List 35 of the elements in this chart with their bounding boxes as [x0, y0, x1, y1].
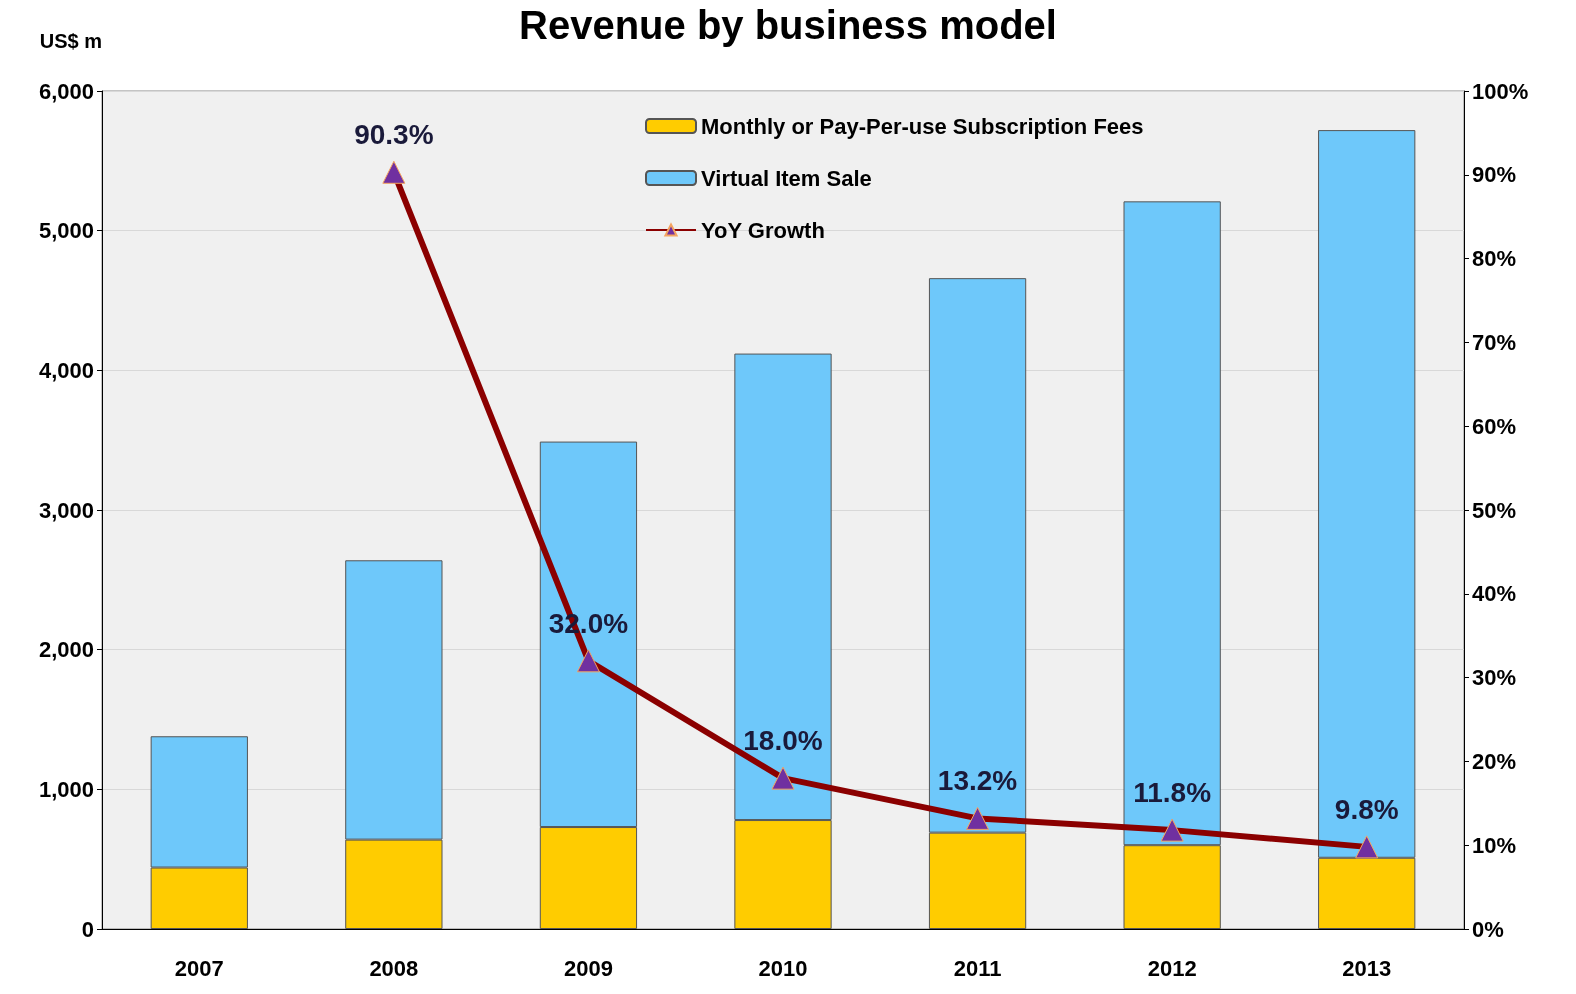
x-tick-label: 2013 — [1342, 955, 1392, 981]
y2-tick-label: 70% — [1472, 329, 1517, 355]
legend-label: Monthly or Pay-Per-use Subscription Fees — [701, 113, 1144, 139]
y2-tick-label: 60% — [1472, 413, 1517, 439]
y-axis-title: US$ m — [39, 30, 102, 52]
y-tick-label: 2,000 — [38, 637, 94, 663]
y-tick-label: 6,000 — [38, 78, 94, 104]
y-tick-label: 5,000 — [38, 218, 94, 244]
y2-tick-label: 30% — [1472, 665, 1517, 691]
y2-tick-label: 10% — [1472, 832, 1517, 858]
data-label: 90.3% — [354, 119, 434, 151]
y2-tick-label: 0% — [1472, 916, 1504, 942]
y2-tick-label: 20% — [1472, 748, 1517, 774]
x-tick-label: 2010 — [758, 955, 808, 981]
y-tick-label: 0 — [81, 916, 94, 942]
y2-tick-label: 100% — [1472, 78, 1529, 104]
data-label: 11.8% — [1133, 777, 1212, 809]
y-tick-label: 1,000 — [38, 776, 94, 802]
y-tick-label: 3,000 — [38, 497, 94, 523]
y2-tick-label: 40% — [1472, 581, 1517, 607]
x-tick-label: 2008 — [369, 955, 419, 981]
legend-label: Virtual Item Sale — [701, 165, 872, 191]
x-tick-label: 2011 — [953, 955, 1002, 981]
y2-tick-label: 90% — [1472, 162, 1517, 188]
data-label: 18.0% — [743, 725, 823, 757]
data-label: 13.2% — [937, 765, 1018, 797]
y2-tick-label: 80% — [1472, 246, 1517, 272]
x-tick-label: 2009 — [563, 955, 613, 981]
legend-label: YoY Growth — [701, 217, 825, 243]
y2-tick-label: 50% — [1472, 497, 1517, 523]
data-label: 9.8% — [1334, 793, 1399, 825]
chart-title: Revenue by business model — [519, 3, 1057, 47]
x-tick-label: 2012 — [1147, 955, 1197, 981]
x-tick-label: 2007 — [174, 955, 224, 981]
y-tick-label: 4,000 — [38, 357, 94, 383]
